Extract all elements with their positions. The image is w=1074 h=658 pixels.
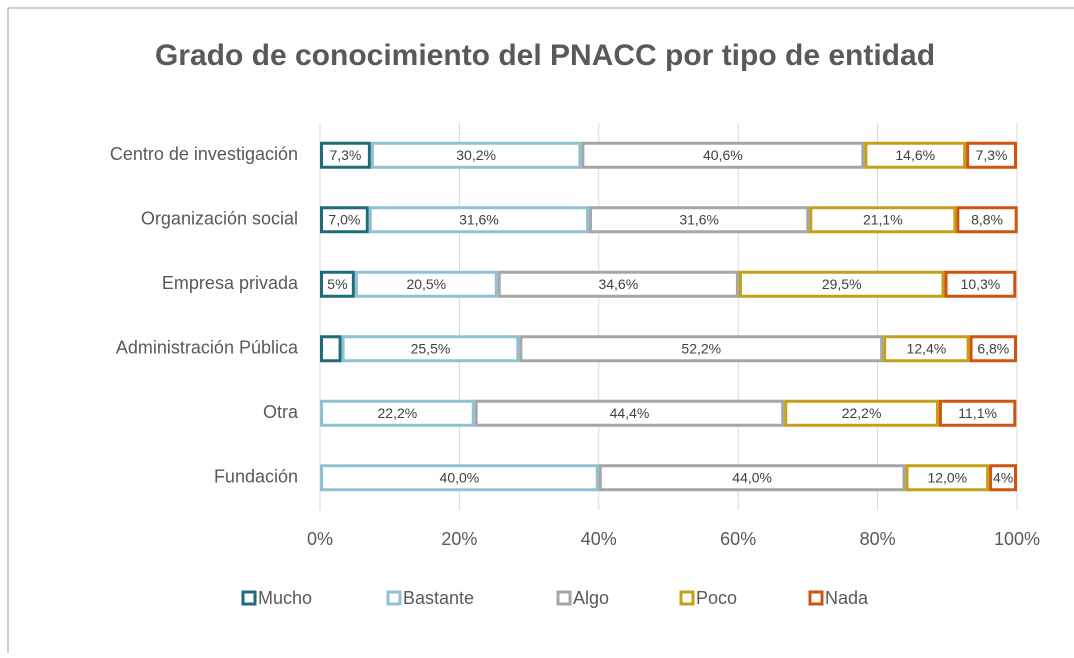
bar-segment — [320, 206, 369, 234]
bar-segment — [320, 141, 371, 169]
data-label: 5% — [327, 276, 347, 292]
x-tick-label: 60% — [720, 529, 756, 549]
y-tick-label: Empresa privada — [162, 273, 299, 293]
data-label: 12,0% — [927, 469, 967, 485]
bar-segment — [738, 270, 945, 298]
bar-segment — [497, 270, 739, 298]
legend-swatch — [386, 590, 402, 606]
data-label: 40,6% — [703, 147, 743, 163]
data-label: 44,0% — [732, 469, 772, 485]
bar-segment — [905, 464, 990, 492]
bar-segment — [944, 270, 1017, 298]
bar-segment — [989, 464, 1017, 492]
data-label: 20,5% — [406, 276, 446, 292]
legend-label: Nada — [825, 588, 869, 608]
bar-segment — [784, 399, 939, 427]
bar-segment — [938, 399, 1017, 427]
x-tick-label: 20% — [441, 529, 477, 549]
data-label: 12,4% — [907, 340, 947, 356]
data-label: 34,6% — [598, 276, 638, 292]
y-tick-label: Otra — [263, 402, 299, 422]
chart-frame — [7, 7, 1074, 658]
legend-swatch — [808, 590, 824, 606]
y-tick-label: Fundación — [214, 467, 298, 487]
bar-segment — [320, 399, 475, 427]
bar-segment — [883, 335, 970, 363]
data-label: 44,4% — [610, 405, 650, 421]
data-label: 7,0% — [328, 211, 360, 227]
bar-segment — [368, 206, 590, 234]
data-label: 40,0% — [440, 469, 480, 485]
data-label: 21,1% — [863, 211, 903, 227]
bar-segment — [581, 141, 865, 169]
legend-label: Bastante — [403, 588, 474, 608]
legend-label: Algo — [573, 588, 609, 608]
legend-swatch — [241, 590, 257, 606]
chart-title: Grado de conocimiento del PNACC por tipo… — [155, 39, 935, 72]
bar-segment — [589, 206, 810, 234]
data-label: 4% — [993, 469, 1013, 485]
data-label: 22,2% — [842, 405, 882, 421]
y-tick-label: Organización social — [141, 209, 298, 229]
bar-segment — [320, 464, 599, 492]
data-label: 31,6% — [459, 211, 499, 227]
data-label: 31,6% — [679, 211, 719, 227]
data-label: 30,2% — [456, 147, 496, 163]
legend-swatch — [679, 590, 695, 606]
bar-segment — [519, 335, 884, 363]
x-tick-label: 100% — [994, 529, 1040, 549]
bar-segment — [598, 464, 906, 492]
data-label: 7,3% — [329, 147, 361, 163]
data-label: 8,8% — [971, 211, 1003, 227]
bar-segment — [354, 270, 498, 298]
data-label: 25,5% — [411, 340, 451, 356]
x-tick-label: 0% — [307, 529, 333, 549]
bar-segment — [969, 335, 1018, 363]
data-label: 10,3% — [961, 276, 1001, 292]
legend-label: Poco — [696, 588, 737, 608]
legend-label: Mucho — [258, 588, 312, 608]
data-label: 14,6% — [895, 147, 935, 163]
bar-segment — [370, 141, 582, 169]
data-label: 29,5% — [822, 276, 862, 292]
data-label: 22,2% — [378, 405, 418, 421]
x-tick-label: 40% — [581, 529, 617, 549]
bar-segment — [474, 399, 785, 427]
data-label: 6,8% — [977, 340, 1009, 356]
y-tick-label: Administración Pública — [116, 338, 299, 358]
bar-segment — [809, 206, 957, 234]
data-label: 52,2% — [681, 340, 721, 356]
data-label: 7,3% — [976, 147, 1008, 163]
bar-segment — [956, 206, 1018, 234]
bar-segment — [864, 141, 967, 169]
bar-segment — [341, 335, 520, 363]
bar-segment — [320, 270, 355, 298]
data-label: 11,1% — [958, 405, 997, 421]
bar-segment — [966, 141, 1018, 169]
legend-swatch — [556, 590, 572, 606]
y-tick-label: Centro de investigación — [110, 144, 298, 164]
x-tick-label: 80% — [860, 529, 896, 549]
bar-segment — [320, 335, 342, 363]
